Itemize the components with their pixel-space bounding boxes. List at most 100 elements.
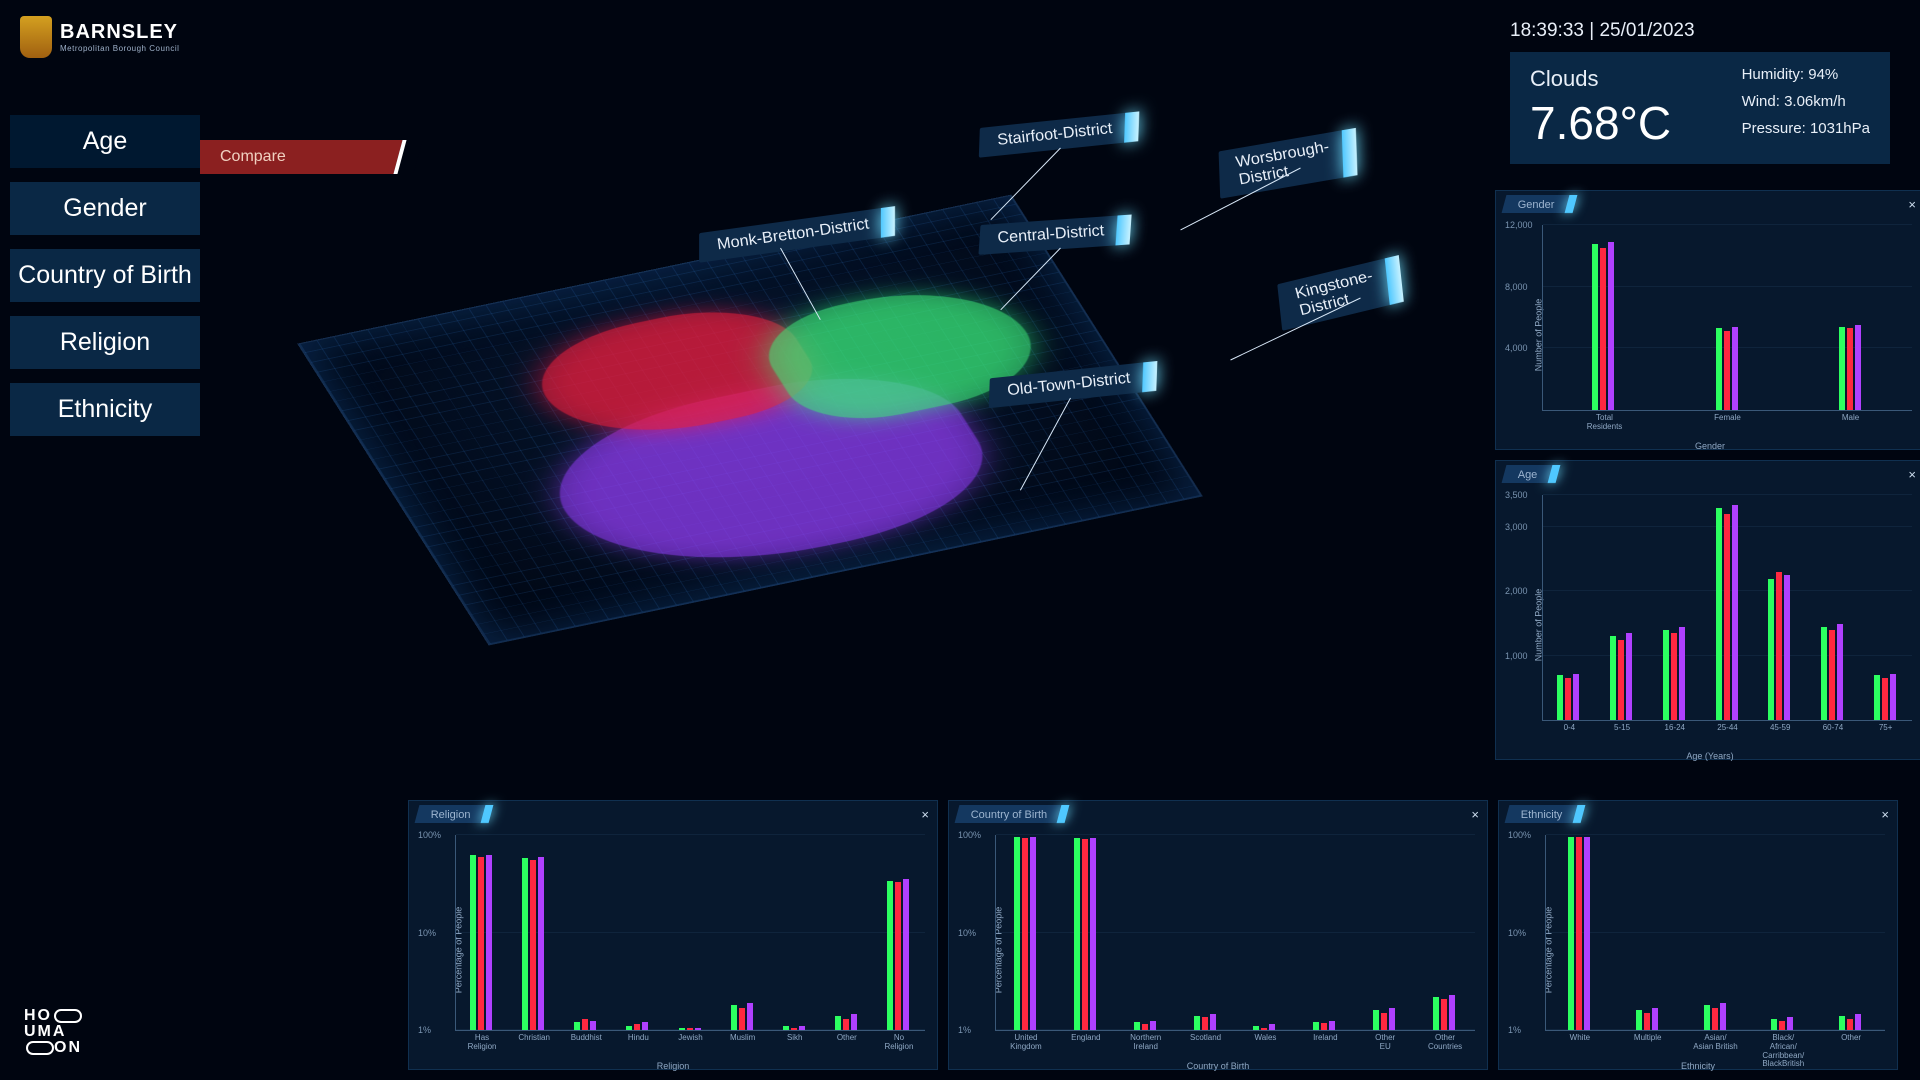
- bar[interactable]: [1600, 248, 1606, 410]
- bar[interactable]: [1679, 627, 1685, 720]
- bar[interactable]: [1449, 995, 1455, 1030]
- close-icon[interactable]: ×: [1471, 807, 1479, 822]
- bar[interactable]: [1837, 624, 1843, 720]
- bar[interactable]: [1779, 1021, 1785, 1030]
- bar[interactable]: [1194, 1016, 1200, 1030]
- bar[interactable]: [1839, 327, 1845, 410]
- bar[interactable]: [1847, 1019, 1853, 1030]
- bar[interactable]: [1768, 579, 1774, 720]
- bar[interactable]: [1568, 837, 1574, 1030]
- bar[interactable]: [1724, 514, 1730, 720]
- district-label[interactable]: Kingstone-District: [1277, 257, 1395, 331]
- bar[interactable]: [1732, 327, 1738, 410]
- bar[interactable]: [895, 882, 901, 1030]
- bar[interactable]: [1847, 328, 1853, 410]
- bar[interactable]: [1671, 633, 1677, 720]
- bar[interactable]: [1074, 838, 1080, 1030]
- bar[interactable]: [1874, 675, 1880, 720]
- bar[interactable]: [1890, 674, 1896, 720]
- bar[interactable]: [1652, 1008, 1658, 1030]
- bar[interactable]: [1839, 1016, 1845, 1030]
- bar[interactable]: [1610, 636, 1616, 720]
- nav-item-country-of-birth[interactable]: Country of Birth: [10, 249, 200, 302]
- bar[interactable]: [582, 1019, 588, 1030]
- bar[interactable]: [851, 1014, 857, 1030]
- bar[interactable]: [1829, 630, 1835, 720]
- bar[interactable]: [1724, 331, 1730, 410]
- map-viewport[interactable]: Monk-Bretton-DistrictStairfoot-DistrictC…: [300, 60, 1200, 780]
- bar[interactable]: [1787, 1017, 1793, 1030]
- bar[interactable]: [1441, 999, 1447, 1030]
- bar[interactable]: [1573, 674, 1579, 720]
- bar[interactable]: [1134, 1022, 1140, 1030]
- bar[interactable]: [1202, 1017, 1208, 1030]
- nav-item-religion[interactable]: Religion: [10, 316, 200, 369]
- bar[interactable]: [1716, 508, 1722, 720]
- close-icon[interactable]: ×: [1908, 197, 1916, 212]
- bar[interactable]: [1389, 1008, 1395, 1030]
- bar[interactable]: [590, 1021, 596, 1030]
- bar[interactable]: [835, 1016, 841, 1030]
- x-tick: Hindu: [628, 1030, 649, 1043]
- close-icon[interactable]: ×: [921, 807, 929, 822]
- bar[interactable]: [1030, 837, 1036, 1030]
- bar[interactable]: [1557, 675, 1563, 720]
- bar[interactable]: [887, 881, 893, 1030]
- bar[interactable]: [1433, 997, 1439, 1030]
- bar[interactable]: [1618, 640, 1624, 720]
- bar[interactable]: [1321, 1023, 1327, 1030]
- bar[interactable]: [1592, 244, 1598, 411]
- bar[interactable]: [731, 1005, 737, 1030]
- bar[interactable]: [1644, 1013, 1650, 1030]
- bar[interactable]: [574, 1022, 580, 1030]
- district-label[interactable]: Worsbrough-District: [1219, 129, 1350, 199]
- nav-item-age[interactable]: Age: [10, 115, 200, 168]
- bar[interactable]: [1082, 839, 1088, 1030]
- bar[interactable]: [642, 1022, 648, 1030]
- bar[interactable]: [1663, 630, 1669, 720]
- close-icon[interactable]: ×: [1908, 467, 1916, 482]
- bar[interactable]: [486, 855, 492, 1030]
- bar[interactable]: [1608, 242, 1614, 410]
- bar[interactable]: [1704, 1005, 1710, 1030]
- bar[interactable]: [1776, 572, 1782, 720]
- nav-item-gender[interactable]: Gender: [10, 182, 200, 235]
- bar[interactable]: [1090, 838, 1096, 1030]
- bar[interactable]: [1576, 837, 1582, 1030]
- bar[interactable]: [1210, 1014, 1216, 1030]
- bar[interactable]: [1373, 1010, 1379, 1030]
- bar[interactable]: [1313, 1022, 1319, 1030]
- bar-group: [1194, 835, 1216, 1030]
- bar[interactable]: [478, 857, 484, 1030]
- bar[interactable]: [1771, 1019, 1777, 1030]
- close-icon[interactable]: ×: [1881, 807, 1889, 822]
- bar[interactable]: [1821, 627, 1827, 720]
- bar[interactable]: [1636, 1010, 1642, 1030]
- bar[interactable]: [903, 879, 909, 1030]
- bar[interactable]: [747, 1003, 753, 1030]
- bar[interactable]: [1716, 328, 1722, 410]
- bar[interactable]: [1784, 575, 1790, 720]
- bar[interactable]: [1732, 505, 1738, 720]
- bar[interactable]: [1014, 837, 1020, 1030]
- bar[interactable]: [1712, 1008, 1718, 1030]
- bar[interactable]: [470, 855, 476, 1030]
- bar[interactable]: [1329, 1021, 1335, 1030]
- bar[interactable]: [1882, 678, 1888, 720]
- bar[interactable]: [530, 860, 536, 1030]
- nav-item-ethnicity[interactable]: Ethnicity: [10, 383, 200, 436]
- bar[interactable]: [538, 857, 544, 1030]
- bar[interactable]: [1720, 1003, 1726, 1030]
- bar[interactable]: [1381, 1013, 1387, 1030]
- bar[interactable]: [1584, 837, 1590, 1030]
- bar[interactable]: [739, 1008, 745, 1030]
- bar[interactable]: [1565, 678, 1571, 720]
- bar[interactable]: [1855, 1014, 1861, 1030]
- bar-group: [783, 835, 805, 1030]
- bar[interactable]: [1855, 325, 1861, 410]
- bar[interactable]: [843, 1019, 849, 1030]
- bar[interactable]: [1626, 633, 1632, 720]
- bar[interactable]: [522, 858, 528, 1030]
- bar[interactable]: [1022, 838, 1028, 1030]
- bar[interactable]: [1150, 1021, 1156, 1030]
